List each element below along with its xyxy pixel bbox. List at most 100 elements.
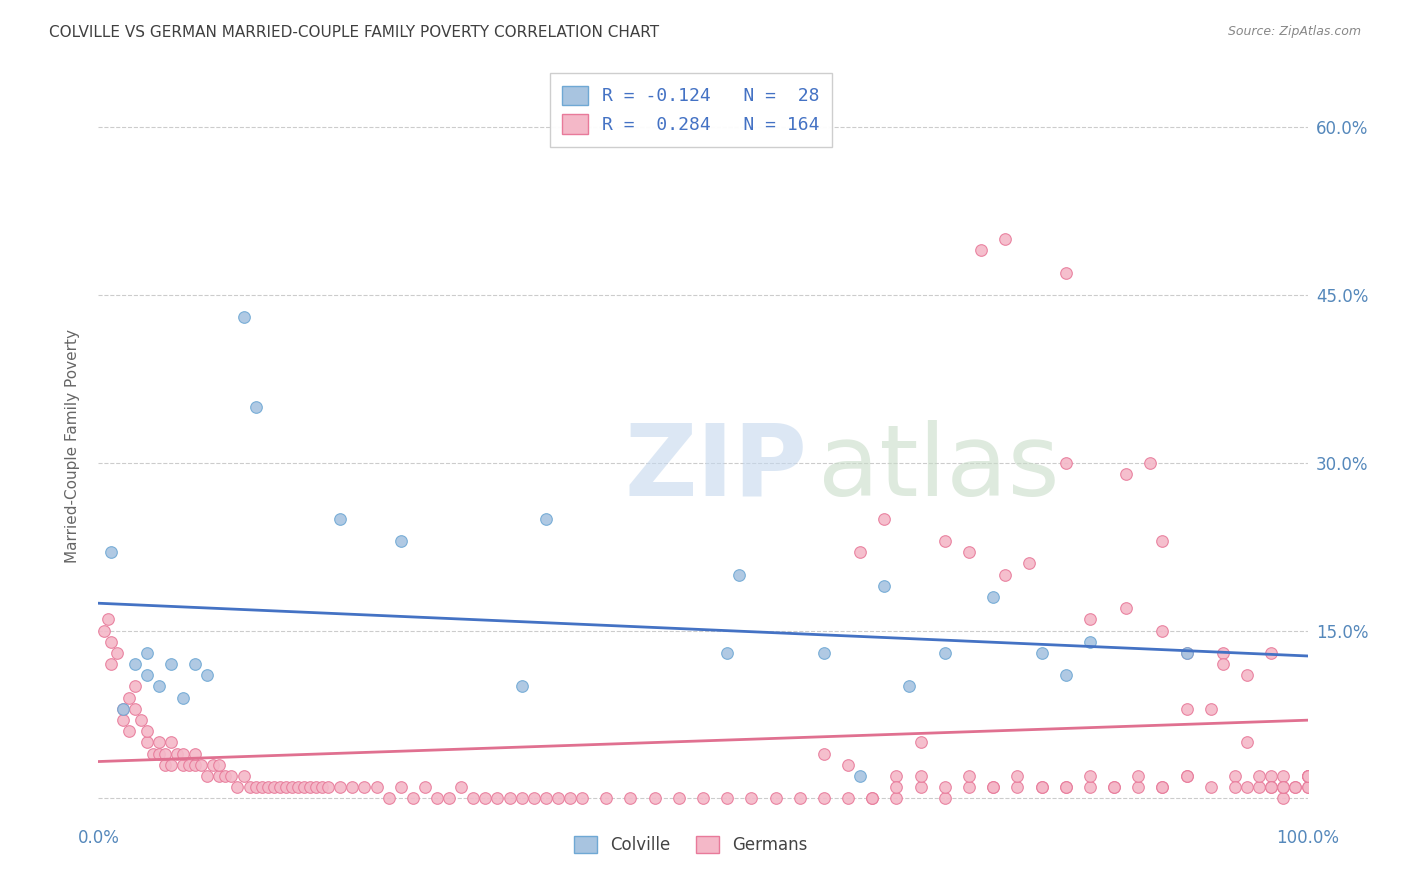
Point xyxy=(897,680,920,694)
Point xyxy=(1007,769,1029,783)
Point xyxy=(1212,657,1234,671)
Point xyxy=(245,400,267,414)
Point xyxy=(148,735,170,749)
Point xyxy=(994,232,1017,246)
Point xyxy=(305,780,328,794)
Point xyxy=(1152,780,1174,794)
Point xyxy=(692,791,714,805)
Point xyxy=(214,769,236,783)
Point xyxy=(1272,780,1295,794)
Point xyxy=(957,545,980,559)
Point xyxy=(111,702,134,716)
Point xyxy=(1078,780,1101,794)
Point xyxy=(93,624,115,638)
Point xyxy=(837,757,859,772)
Point xyxy=(1054,780,1077,794)
Point xyxy=(172,747,194,761)
Point xyxy=(1199,702,1222,716)
Point xyxy=(226,780,249,794)
Point xyxy=(195,668,218,682)
Point xyxy=(981,780,1004,794)
Point xyxy=(366,780,388,794)
Point xyxy=(263,780,285,794)
Point xyxy=(1175,769,1198,783)
Point xyxy=(498,791,520,805)
Point xyxy=(1296,769,1319,783)
Point xyxy=(1296,769,1319,783)
Point xyxy=(1260,780,1282,794)
Point xyxy=(1199,780,1222,794)
Point xyxy=(1078,769,1101,783)
Point xyxy=(910,769,932,783)
Point xyxy=(957,780,980,794)
Point xyxy=(510,791,533,805)
Point xyxy=(886,780,908,794)
Point xyxy=(135,646,157,660)
Point xyxy=(644,791,666,805)
Point xyxy=(100,657,122,671)
Point xyxy=(1260,780,1282,794)
Point xyxy=(389,780,412,794)
Point xyxy=(1152,534,1174,549)
Point xyxy=(1054,780,1077,794)
Point xyxy=(129,713,152,727)
Point xyxy=(287,780,309,794)
Point xyxy=(160,735,183,749)
Point xyxy=(118,690,141,705)
Point xyxy=(463,791,485,805)
Point xyxy=(1249,769,1271,783)
Point xyxy=(716,646,738,660)
Point xyxy=(873,579,896,593)
Point xyxy=(1102,780,1125,794)
Point xyxy=(534,791,557,805)
Point xyxy=(619,791,641,805)
Point xyxy=(813,747,835,761)
Point xyxy=(100,634,122,648)
Point xyxy=(1152,780,1174,794)
Point xyxy=(426,791,449,805)
Point xyxy=(1018,557,1040,571)
Point xyxy=(292,780,315,794)
Point xyxy=(1236,668,1258,682)
Point xyxy=(510,680,533,694)
Point xyxy=(111,702,134,716)
Point xyxy=(1223,780,1246,794)
Point xyxy=(1223,769,1246,783)
Point xyxy=(849,545,872,559)
Point xyxy=(1236,735,1258,749)
Point xyxy=(1054,266,1077,280)
Point xyxy=(934,534,956,549)
Point xyxy=(97,612,120,626)
Text: COLVILLE VS GERMAN MARRIED-COUPLE FAMILY POVERTY CORRELATION CHART: COLVILLE VS GERMAN MARRIED-COUPLE FAMILY… xyxy=(49,25,659,40)
Point xyxy=(256,780,278,794)
Point xyxy=(172,690,194,705)
Point xyxy=(166,747,188,761)
Point xyxy=(281,780,304,794)
Point xyxy=(105,646,128,660)
Point xyxy=(269,780,291,794)
Point xyxy=(1115,467,1137,481)
Point xyxy=(100,545,122,559)
Point xyxy=(1272,780,1295,794)
Point xyxy=(1152,624,1174,638)
Point xyxy=(957,769,980,783)
Point xyxy=(1236,780,1258,794)
Point xyxy=(1054,456,1077,470)
Point xyxy=(353,780,375,794)
Point xyxy=(118,724,141,739)
Point xyxy=(981,590,1004,604)
Point xyxy=(135,668,157,682)
Point xyxy=(1175,702,1198,716)
Point xyxy=(402,791,425,805)
Point xyxy=(377,791,399,805)
Point xyxy=(148,747,170,761)
Point xyxy=(1260,769,1282,783)
Point xyxy=(111,713,134,727)
Point xyxy=(789,791,811,805)
Point xyxy=(1078,634,1101,648)
Point xyxy=(135,724,157,739)
Point xyxy=(934,791,956,805)
Point xyxy=(523,791,546,805)
Point xyxy=(250,780,273,794)
Point xyxy=(221,769,243,783)
